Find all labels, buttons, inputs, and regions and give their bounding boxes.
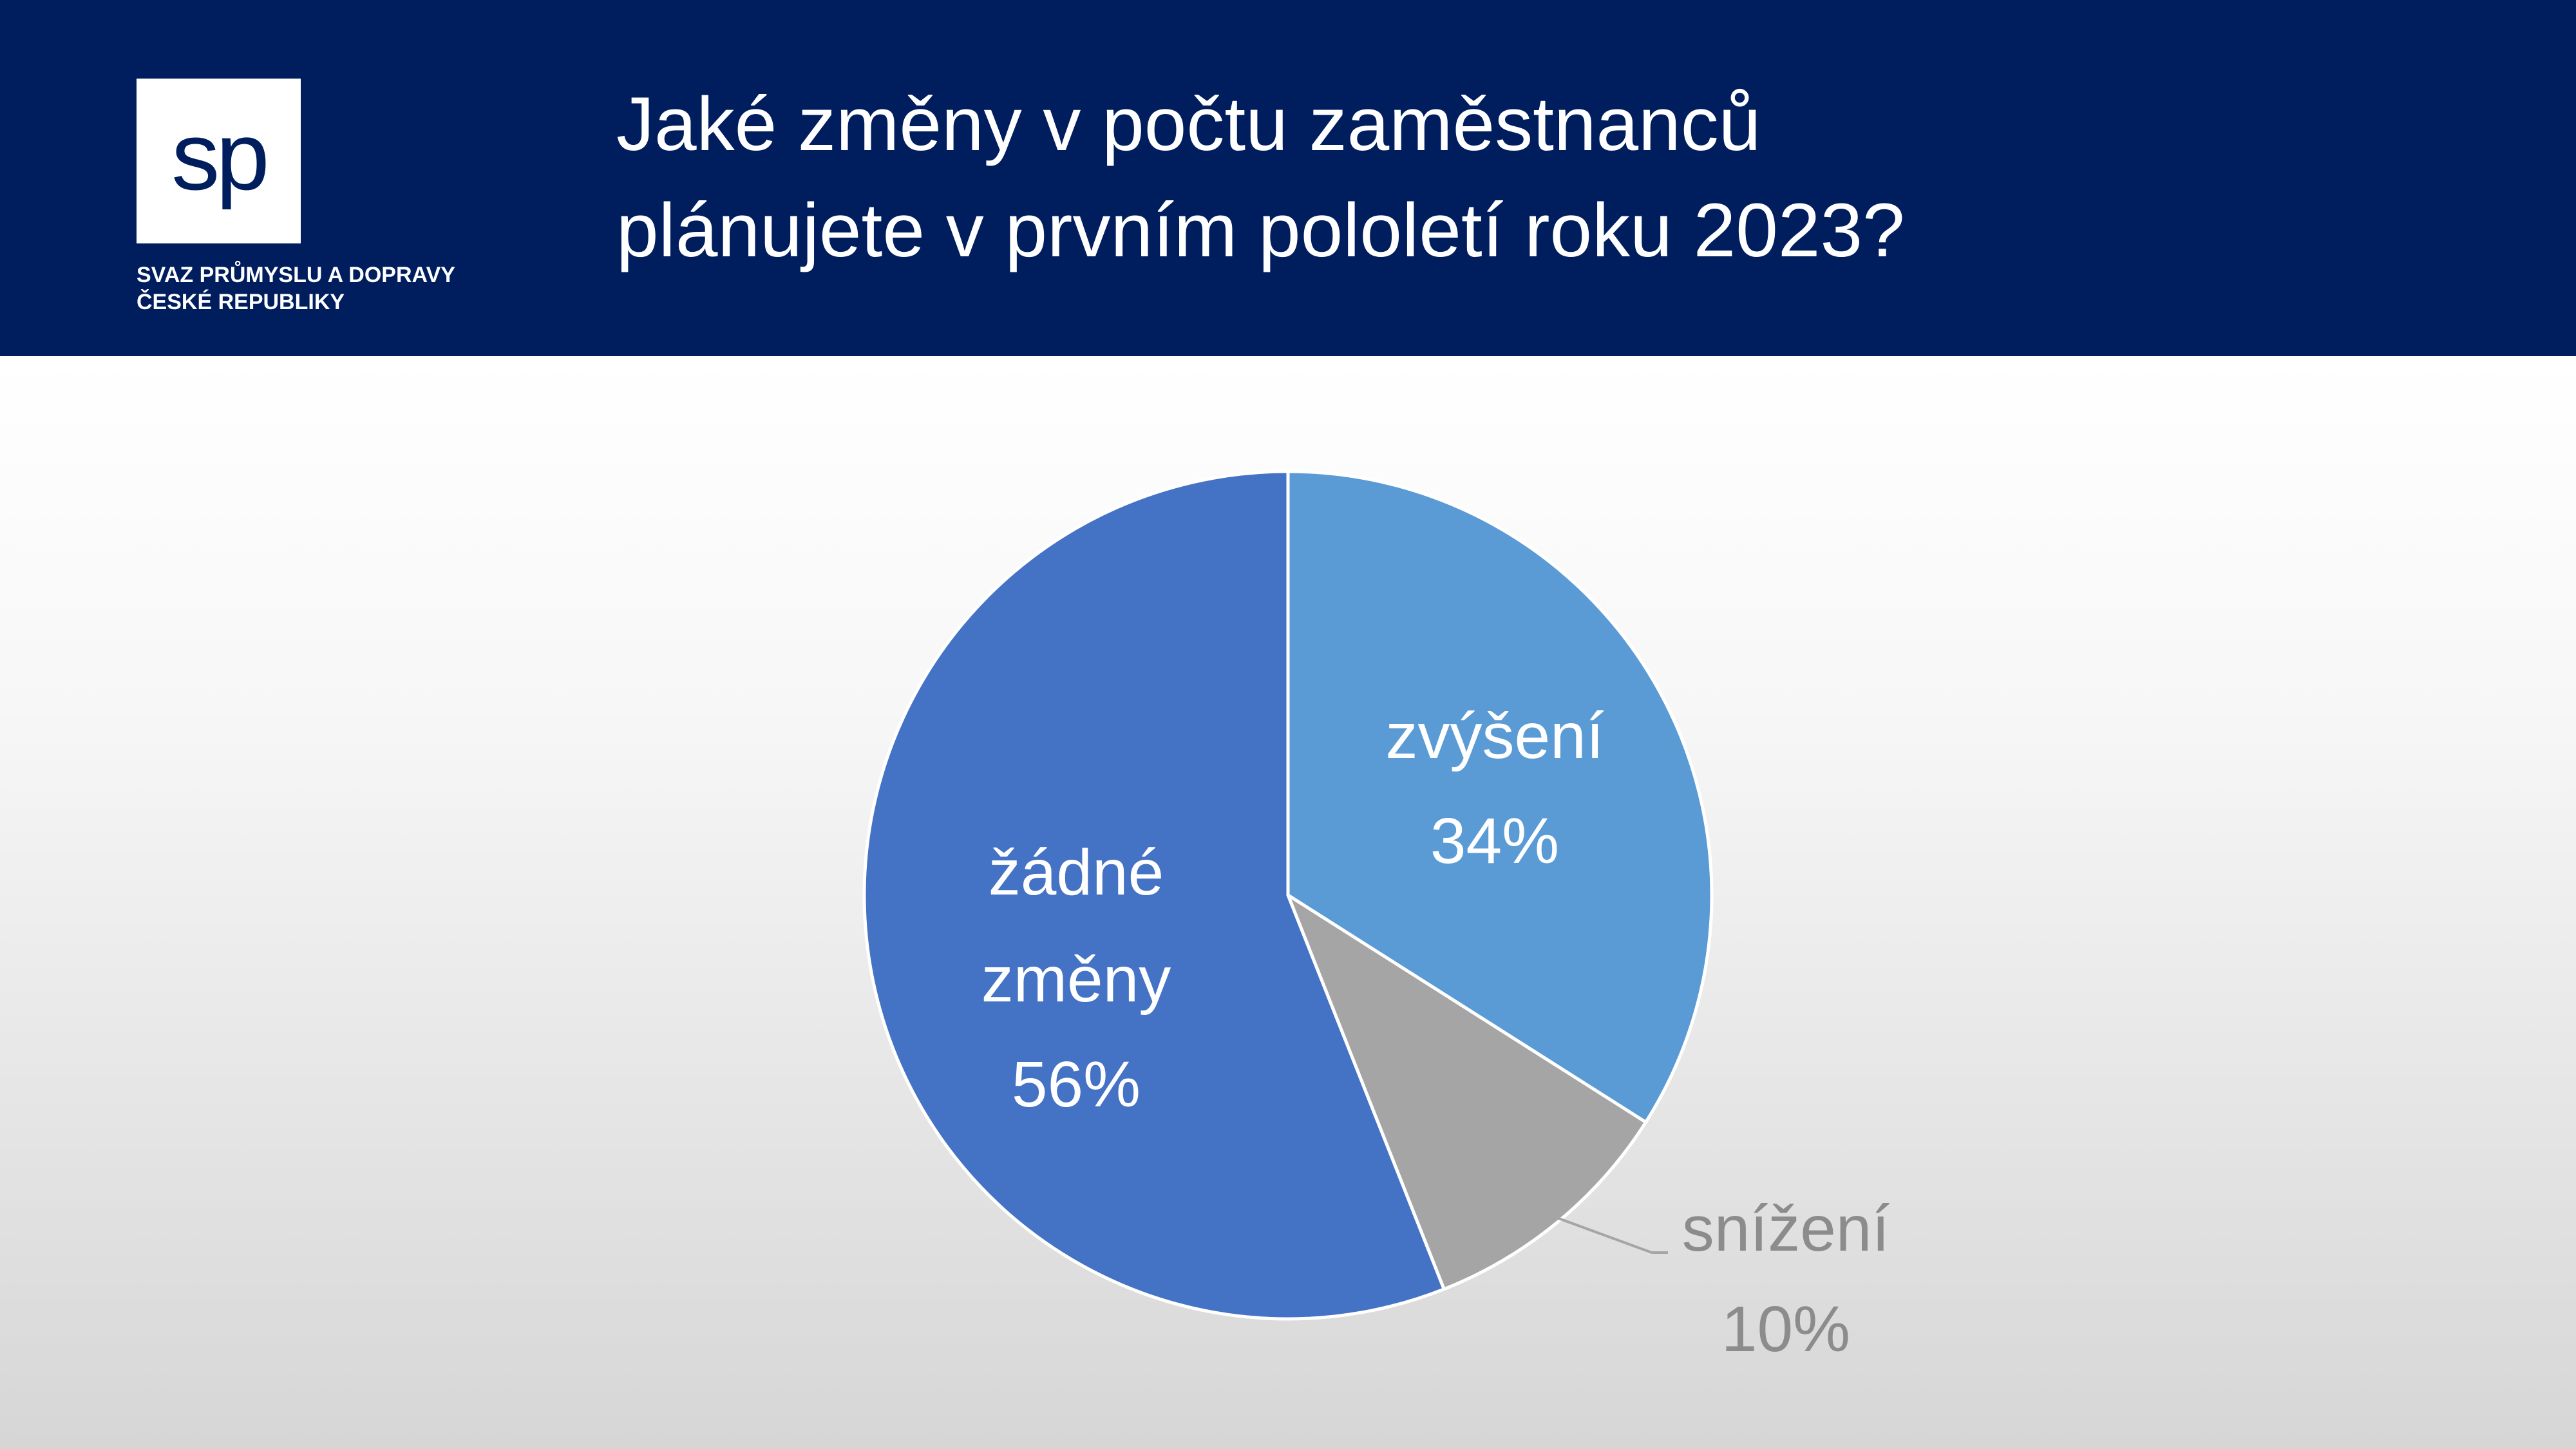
logo: sp <box>137 79 301 243</box>
chart-title: plánujete v prvním pololetí roku 2023? <box>616 188 1905 273</box>
header: sp SVAZ PRŮMYSLU A DOPRAVY ČESKÉ REPUBLI… <box>0 0 2576 356</box>
pie-slice <box>1286 469 1714 1125</box>
slice-label: žádné změny <box>981 837 1171 1016</box>
value-label: 10% <box>1721 1293 1851 1365</box>
value-label: 56% <box>1011 1048 1141 1121</box>
value-label: 34% <box>1430 805 1560 877</box>
slice-label: snížení <box>1681 1193 1890 1265</box>
slice-label: zvýšení <box>1385 700 1604 772</box>
organization-name: ČESKÉ REPUBLIKY <box>137 290 345 314</box>
pie-slice <box>862 469 1446 1321</box>
leader-line <box>1553 1215 1668 1254</box>
pie-slice <box>1284 891 1649 1292</box>
organization-name: SVAZ PRŮMYSLU A DOPRAVY <box>137 263 455 287</box>
chart-title: Jaké změny v počtu zaměstnanců <box>616 82 1761 167</box>
